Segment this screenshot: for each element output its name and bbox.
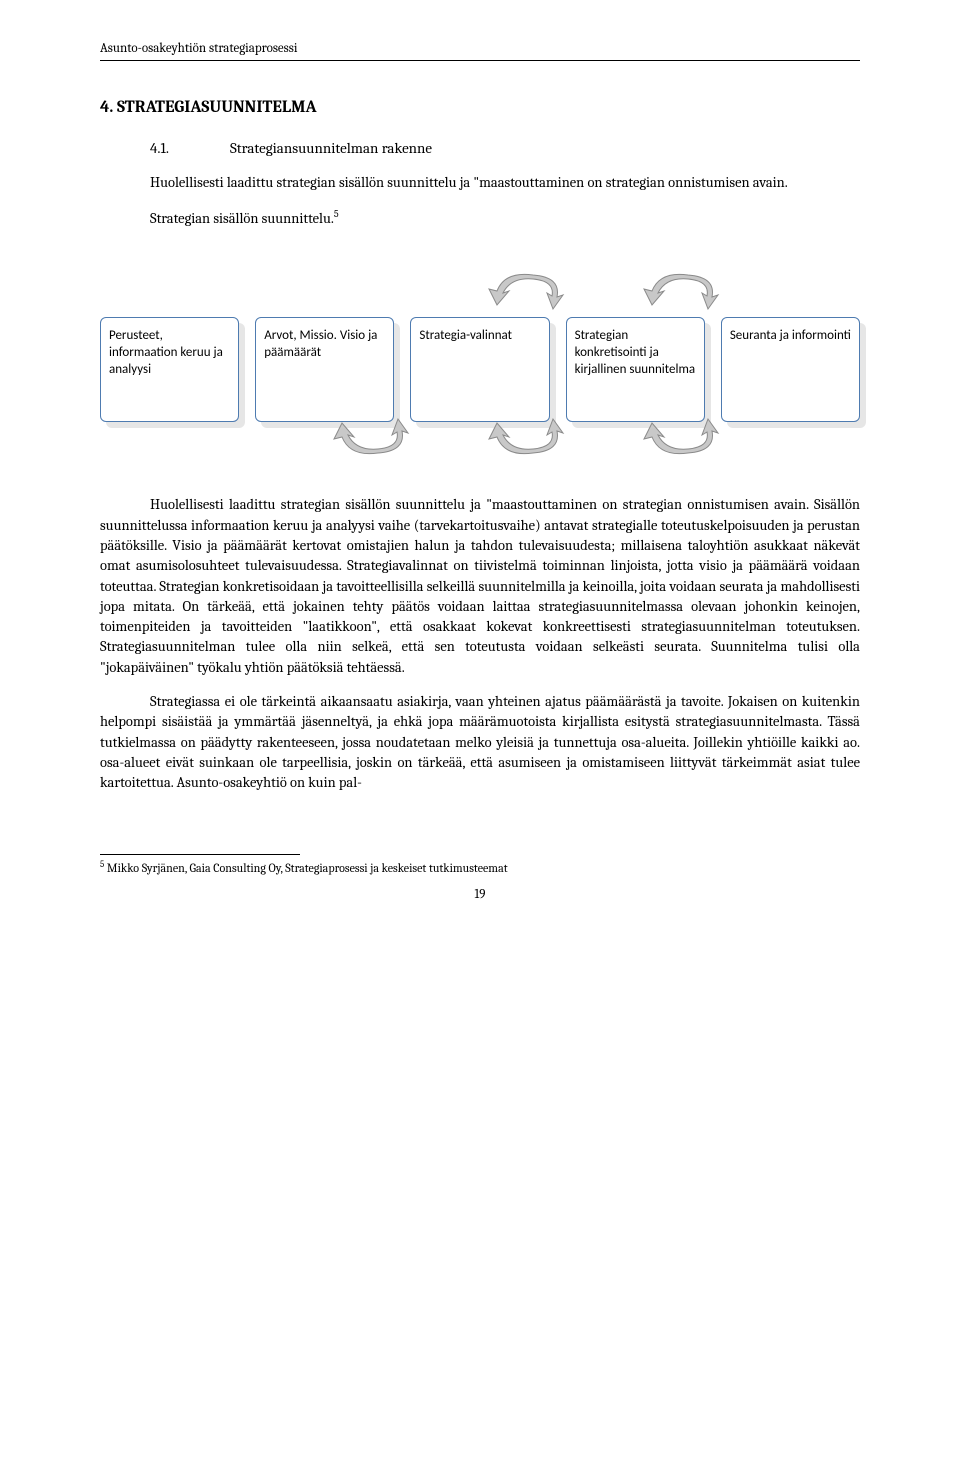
footnote-5: 5 Mikko Syrjänen, Gaia Consulting Oy, St…: [100, 859, 860, 877]
box-1: Perusteet, informaation keruu ja analyys…: [100, 317, 239, 422]
heading-2-number: 4.1.: [150, 138, 230, 159]
footnote-ref-5: 5: [334, 208, 339, 220]
box-5: Seuranta ja informointi: [721, 317, 860, 422]
diagram-boxes: Perusteet, informaation keruu ja analyys…: [100, 317, 860, 422]
page-header: Asunto-osakeyhtiön strategiaprosessi: [100, 40, 860, 61]
box-3-wrap: Strategia-valinnat: [410, 317, 549, 422]
box-4-wrap: Strategian konkretisointi ja kirjallinen…: [566, 317, 705, 422]
body-paragraph-1: Huolellisesti laadittu strategian sisäll…: [100, 495, 860, 678]
heading-2-row: 4.1. Strategiansuunnitelman rakenne: [150, 138, 860, 159]
intro-paragraph-1: Huolellisesti laadittu strategian sisäll…: [100, 173, 860, 193]
heading-2-text: Strategiansuunnitelman rakenne: [230, 138, 432, 159]
footnote-text: Mikko Syrjänen, Gaia Consulting Oy, Stra…: [104, 861, 507, 875]
page-number: 19: [100, 886, 860, 904]
footnote-separator: [100, 854, 300, 855]
process-diagram: Perusteet, informaation keruu ja analyys…: [100, 257, 860, 457]
intro-paragraph-2: Strategian sisällön suunnittelu.5: [100, 207, 860, 229]
heading-1: 4. STRATEGIASUUNNITELMA: [100, 96, 860, 120]
body-paragraph-2: Strategiassa ei ole tärkeintä aikaansaat…: [100, 692, 860, 793]
box-1-wrap: Perusteet, informaation keruu ja analyys…: [100, 317, 239, 422]
intro-2-text: Strategian sisällön suunnittelu.: [150, 210, 334, 227]
box-2-wrap: Arvot, Missio. Visio ja päämäärät: [255, 317, 394, 422]
box-2: Arvot, Missio. Visio ja päämäärät: [255, 317, 394, 422]
box-5-wrap: Seuranta ja informointi: [721, 317, 860, 422]
box-4: Strategian konkretisointi ja kirjallinen…: [566, 317, 705, 422]
box-3: Strategia-valinnat: [410, 317, 549, 422]
